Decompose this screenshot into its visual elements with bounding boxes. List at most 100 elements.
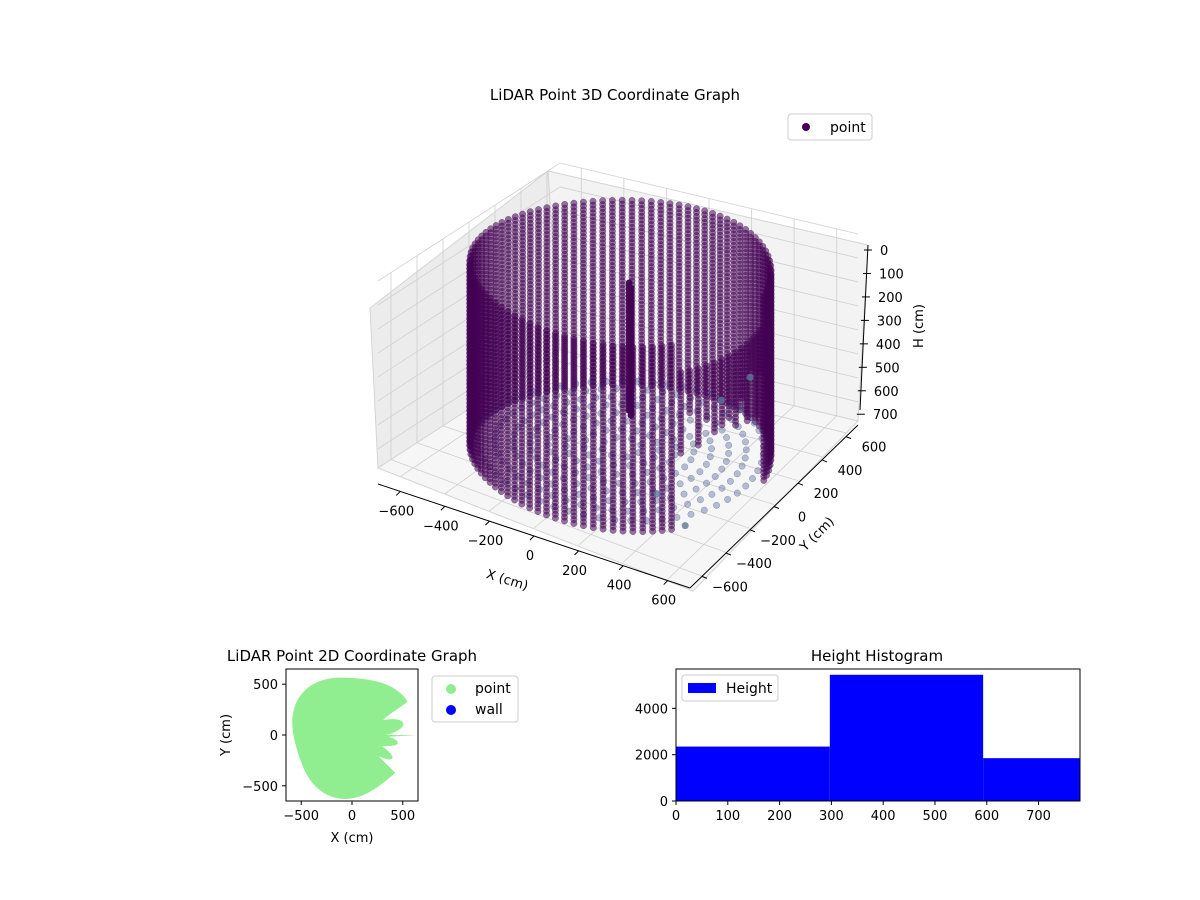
- legend-3d-marker-point: [802, 123, 810, 131]
- data-point-3d: [676, 480, 684, 488]
- y-tick-label-3d: −400: [736, 557, 772, 572]
- data-point-3d: [534, 508, 542, 515]
- data-point-3d: [658, 527, 666, 534]
- data-point-3d: [738, 462, 746, 470]
- grid-line-3d: [667, 415, 837, 580]
- x-tick-label-histogram: 700: [1026, 809, 1051, 824]
- x-tick-label-3d: −400: [423, 519, 459, 534]
- data-point-3d: [599, 525, 607, 533]
- chart-3d: LiDAR Point 3D Coordinate Graph −600−400…: [369, 86, 927, 609]
- data-point-3d: [681, 463, 689, 471]
- histogram-bar: [676, 746, 830, 801]
- x-tick-label-3d: 400: [607, 579, 632, 594]
- data-point-3d: [680, 490, 688, 498]
- data-point-3d: [551, 514, 559, 522]
- data-point-3d: [711, 473, 719, 480]
- x-tick-3d: [395, 491, 401, 496]
- legend-histogram-label: Height: [726, 681, 773, 697]
- z-tick-label-3d: 700: [873, 408, 898, 423]
- legend-2d-marker-point: [446, 684, 456, 694]
- y-tick-3d: [773, 506, 780, 509]
- data-point-3d: [738, 394, 746, 402]
- outlier-point-3d: [653, 490, 661, 498]
- legend-histogram-swatch: [688, 683, 716, 693]
- data-point-3d: [690, 448, 698, 456]
- histogram-bar: [829, 674, 984, 801]
- data-point-3d: [753, 411, 761, 419]
- data-point-3d: [754, 467, 762, 475]
- x-tick-label-3d: −200: [468, 534, 504, 549]
- data-point-3d: [741, 454, 749, 462]
- data-point-3d: [702, 429, 710, 437]
- data-point-3d: [742, 446, 750, 454]
- x-tick-label-histogram: 100: [715, 809, 740, 824]
- legend-histogram: Height: [681, 674, 779, 702]
- data-point-3d: [760, 476, 768, 484]
- y-tick-label-2d: −500: [242, 780, 278, 795]
- z-tick-label-3d: 600: [874, 385, 899, 400]
- data-point-3d: [677, 449, 685, 457]
- x-tick-label-histogram: 600: [974, 809, 999, 824]
- legend-2d-marker-wall: [446, 705, 456, 715]
- data-point-3d: [725, 414, 733, 421]
- x-tick-label-histogram: 400: [871, 809, 896, 824]
- y-tick-label-2d: 500: [253, 678, 278, 693]
- data-point-3d: [725, 449, 733, 457]
- data-point-3d: [718, 421, 726, 429]
- data-point-3d: [668, 525, 676, 533]
- data-point-3d: [706, 453, 714, 461]
- data-point-3d: [580, 522, 587, 530]
- x-tick-3d: [529, 535, 535, 541]
- data-point-3d: [639, 528, 647, 536]
- data-point-3d: [511, 496, 519, 504]
- point-2d-disc: [292, 677, 417, 799]
- x-tick-label-2d: −500: [283, 809, 319, 824]
- y-tick-label-3d: 200: [814, 487, 839, 502]
- data-point-3d: [497, 488, 505, 495]
- x-tick-label-histogram: 500: [923, 809, 948, 824]
- data-point-3d: [491, 483, 499, 491]
- x-tick-3d: [663, 580, 669, 585]
- data-point-3d: [686, 432, 694, 440]
- x-tick-label-3d: 0: [526, 549, 534, 564]
- point-cloud-3d: [466, 196, 775, 536]
- chart-2d-title: LiDAR Point 2D Coordinate Graph: [227, 647, 477, 665]
- x-tick-3d: [618, 565, 624, 571]
- data-point-3d: [724, 496, 732, 503]
- z-tick-label-3d: 500: [875, 361, 900, 376]
- data-point-3d: [718, 484, 726, 492]
- y-tick-label-3d: 0: [798, 511, 806, 526]
- data-point-3d: [687, 456, 695, 464]
- data-point-3d: [726, 477, 734, 485]
- y-tick-label-3d: 400: [838, 464, 863, 479]
- data-point-3d: [686, 416, 694, 424]
- data-point-3d: [708, 490, 716, 498]
- data-point-3d: [711, 428, 718, 436]
- data-point-3d: [609, 526, 617, 534]
- chart-histogram: Height Histogram 0 100 200 300 400 500 600 7000…: [635, 647, 1081, 824]
- z-tick-label-3d: 0: [880, 244, 888, 259]
- data-point-3d: [570, 520, 578, 527]
- data-point-3d: [700, 506, 708, 514]
- z-tick-label-3d: 100: [879, 267, 904, 282]
- data-point-3d: [518, 500, 526, 508]
- grid-line-3d: [377, 162, 859, 282]
- data-point-3d: [725, 441, 733, 449]
- data-point-3d: [684, 500, 692, 508]
- x-tick-3d: [574, 550, 579, 556]
- legend-3d: point: [787, 113, 873, 141]
- outlier-point-3d: [681, 522, 689, 530]
- x-tick-label-3d: 600: [651, 594, 676, 609]
- data-point-3d: [733, 489, 741, 497]
- y-tick-label-3d: 600: [862, 441, 887, 456]
- x-tick-label-histogram: 300: [819, 809, 844, 824]
- data-point-3d: [686, 409, 694, 417]
- data-point-3d: [629, 528, 637, 535]
- data-point-3d: [743, 417, 751, 425]
- x-tick-3d: [440, 505, 446, 511]
- legend-3d-label-point: point: [830, 120, 866, 136]
- data-point-3d: [708, 445, 715, 453]
- z-axis-label-3d: H (cm): [912, 304, 927, 348]
- data-point-3d: [589, 524, 597, 532]
